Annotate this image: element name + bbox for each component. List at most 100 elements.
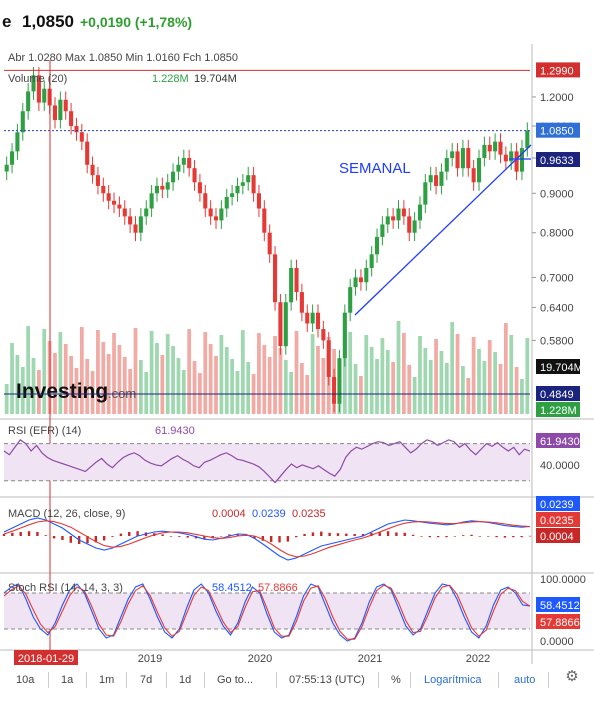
volume-bar (262, 345, 267, 414)
candle-body (149, 193, 154, 209)
candle-body (235, 185, 240, 194)
log-toggle[interactable]: Logarítmica (424, 674, 482, 686)
macd-histogram-bar (478, 536, 482, 537)
macd-hist-tag: 0.0004 (540, 531, 574, 543)
volume-bar (289, 372, 294, 414)
volume-bar (4, 384, 9, 414)
rsi-legend-value: 61.9430 (155, 425, 195, 437)
volume-bar (466, 378, 471, 414)
volume-bar (74, 368, 79, 414)
candle-body (423, 182, 428, 205)
rsi-band (4, 443, 530, 481)
candle-body (42, 88, 47, 103)
goto-button[interactable]: Go to... (217, 674, 254, 686)
macd-histogram-bar (27, 531, 31, 536)
candle-body (69, 111, 74, 127)
candle-body (348, 287, 353, 313)
stoch-legend-label: Stoch RSI (14, 14, 3, 3) (8, 582, 123, 594)
volume-bar (235, 371, 240, 414)
volume-bar (342, 320, 347, 414)
macd-histogram-bar (11, 532, 14, 536)
candle-body (283, 302, 288, 347)
percent-toggle[interactable]: % (391, 674, 401, 686)
volume-bar (267, 357, 272, 414)
macd-hist-tag-bg (536, 528, 580, 543)
period-1d[interactable]: 1d (179, 674, 192, 686)
auto-toggle[interactable]: auto (514, 674, 536, 686)
volume-bar (122, 357, 127, 414)
volume-bar (133, 328, 138, 414)
volume-bar (428, 360, 433, 414)
volume-bar (477, 349, 481, 414)
candle-body (294, 267, 299, 293)
candle-body (326, 340, 331, 377)
macd-histogram-bar (328, 532, 331, 536)
volume-bar (487, 340, 492, 414)
candle-body (482, 144, 487, 158)
volume-bar (101, 342, 106, 414)
candle-body (519, 148, 524, 172)
volume-bar (514, 367, 519, 414)
volume-bar (96, 330, 100, 414)
macd-histogram-bar (236, 534, 239, 536)
candle-body (256, 193, 261, 209)
macd-histogram-bar (219, 536, 223, 537)
macd-histogram-bar (512, 536, 515, 538)
settings-gear-icon[interactable]: ⚙ (565, 668, 579, 685)
candle-body (315, 312, 321, 330)
macd-histogram-bar (178, 536, 181, 537)
candle-body (4, 164, 9, 172)
volume-bar (439, 351, 444, 414)
candle-body (476, 157, 482, 183)
candle-body (101, 185, 106, 194)
macd-histogram-bar (253, 536, 256, 539)
volume-bar (79, 327, 84, 414)
trendline-price-tag-bg (536, 152, 580, 167)
macd-signal-tag: 0.0235 (540, 515, 574, 527)
candle-body (267, 232, 272, 255)
volume-tag: 1.228M (540, 405, 577, 417)
candle-body (160, 185, 165, 190)
volume-bar (423, 348, 428, 414)
trendline-price-tag: 0.9633 (540, 155, 574, 167)
period-10a[interactable]: 10a (16, 674, 35, 686)
volume-bar (224, 347, 229, 414)
candle-body (412, 220, 417, 233)
period-1a[interactable]: 1a (61, 674, 74, 686)
macd-histogram-bar (303, 534, 306, 536)
candle-body (401, 208, 406, 217)
macd-histogram-bar (19, 532, 22, 536)
period-7d[interactable]: 7d (140, 674, 153, 686)
macd-value-tag: 0.0239 (540, 499, 574, 511)
macd-histogram-bar (453, 536, 457, 537)
candle-body (471, 168, 476, 183)
macd-histogram-bar (520, 536, 523, 538)
candle-body (165, 182, 170, 190)
price-axis-tick-label: 0.8000 (540, 228, 574, 240)
macd-histogram-bar (261, 536, 265, 541)
candle-body (369, 254, 374, 268)
volume-bar (316, 346, 320, 414)
period-1m[interactable]: 1m (99, 674, 115, 686)
macd-histogram-bar (311, 532, 315, 536)
macd-histogram-bar (128, 532, 131, 536)
candle-body (278, 302, 283, 347)
stoch-d-tag: 57.8866 (540, 617, 580, 629)
candle-body (385, 216, 390, 225)
macd-histogram-bar (278, 536, 281, 543)
clock-readout: 07:55:13 (UTC) (289, 674, 365, 686)
candle-body (514, 151, 519, 172)
candle-body (364, 267, 369, 283)
volume-bar (380, 338, 385, 414)
volume-bar (364, 335, 369, 414)
volume-bar (106, 354, 111, 414)
volume-tag-bg (536, 402, 580, 417)
volume-bar (444, 363, 449, 414)
macd-histogram-bar (111, 536, 114, 537)
macd-histogram-bar (462, 535, 465, 536)
macd-histogram-bar (44, 535, 47, 536)
candle-body (197, 182, 202, 194)
volume-bar (85, 359, 90, 414)
volume-bar (401, 333, 406, 414)
